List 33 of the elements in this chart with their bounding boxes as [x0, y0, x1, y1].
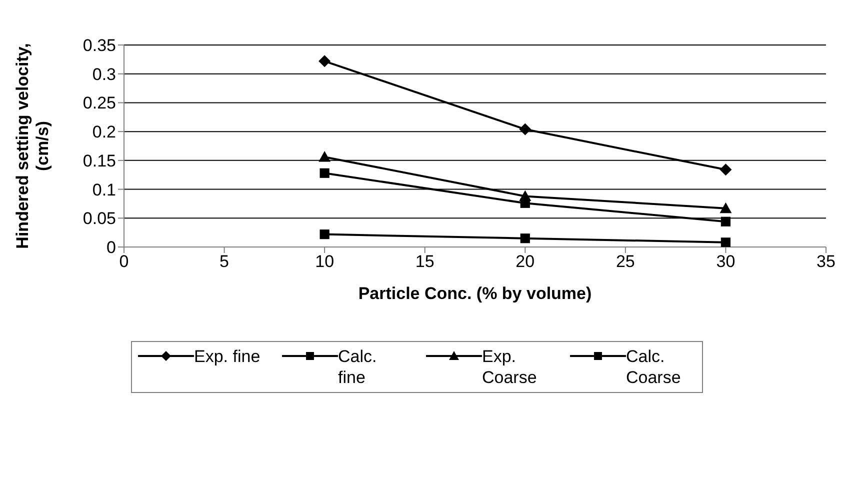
x-tick-label: 25 [616, 252, 635, 272]
point [318, 55, 331, 68]
point [720, 238, 731, 247]
y-tick-label: 0 [106, 238, 116, 258]
point [320, 230, 330, 240]
point [720, 202, 732, 214]
point [520, 234, 530, 244]
y-tick-label: 0.25 [82, 94, 116, 113]
point [720, 164, 732, 176]
x-tick-label: 20 [516, 252, 535, 272]
point [519, 123, 532, 136]
legend-label: Exp. Coarse [482, 346, 538, 388]
legend-label: Calc. Coarse [626, 346, 682, 388]
y-tick-label: 0.3 [92, 64, 116, 84]
y-tick-label: 0.1 [92, 180, 116, 200]
x-axis-title: Particle Conc. (% by volume) [358, 284, 592, 303]
x-tick-label: 30 [716, 252, 736, 272]
point [519, 190, 532, 202]
y-axis-title: Hindered setting velocity, (cm/s) [13, 43, 52, 249]
legend-label: Calc. fine [338, 346, 378, 388]
point [720, 216, 731, 226]
point [320, 168, 330, 178]
y-tick-label: 0.35 [82, 36, 116, 56]
x-tick-label: 15 [415, 252, 434, 272]
x-tick-label: 35 [816, 252, 836, 272]
x-tick-label: 5 [220, 252, 230, 272]
x-tick-label: 0 [119, 252, 129, 272]
y-tick-label: 0.15 [82, 151, 116, 170]
legend-label: Exp. fine [194, 346, 262, 367]
y-tick-label: 0.05 [82, 209, 116, 228]
point [318, 150, 331, 162]
x-tick-label: 10 [315, 252, 334, 272]
y-tick-label: 0.2 [92, 122, 116, 142]
